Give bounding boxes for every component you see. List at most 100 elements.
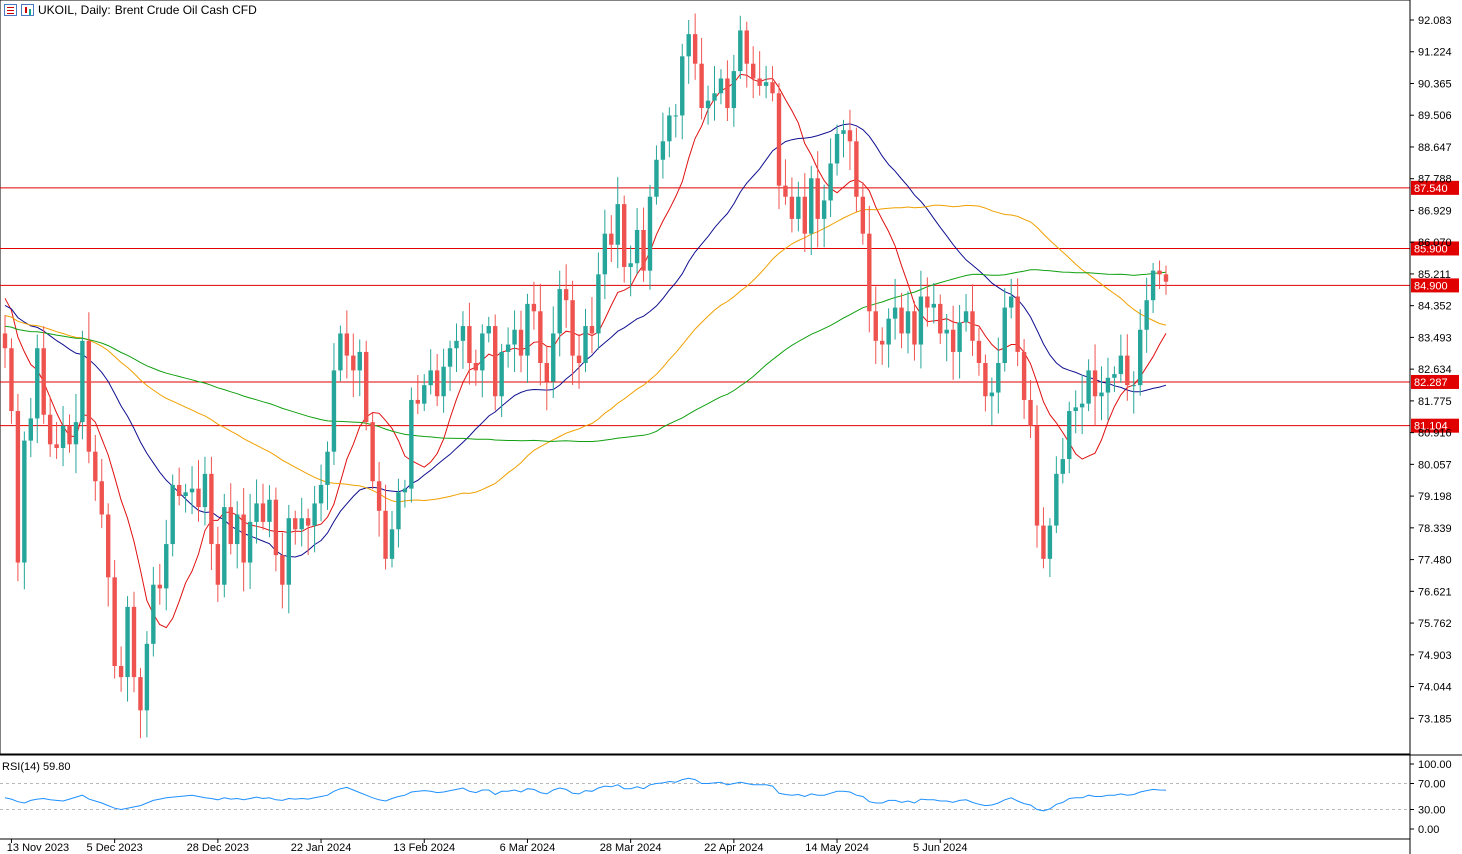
time-tick-label: 28 Mar 2024 xyxy=(600,842,662,854)
candle-body xyxy=(325,451,330,485)
candle-body xyxy=(963,311,969,323)
price-tick-label: 74.044 xyxy=(1418,682,1452,694)
rsi-tick-label: 100.00 xyxy=(1418,759,1452,771)
candle-body xyxy=(1131,385,1136,387)
candle-body xyxy=(892,307,898,319)
candle-body xyxy=(531,303,537,312)
candle-body xyxy=(751,63,756,79)
candle-body xyxy=(699,63,704,109)
symbol-description: Brent Crude Oil Cash CFD xyxy=(114,3,257,17)
rsi-tick-label: 0.00 xyxy=(1418,824,1439,836)
candle-body xyxy=(738,30,743,72)
candle-body xyxy=(254,503,259,522)
price-tick-label: 89.506 xyxy=(1418,110,1452,122)
candle-body xyxy=(583,326,588,364)
candle-body xyxy=(164,544,169,589)
price-tick-label: 81.775 xyxy=(1418,396,1452,408)
candle-body xyxy=(247,521,253,563)
price-tick-label: 91.224 xyxy=(1418,47,1452,59)
candle-body xyxy=(15,411,21,563)
candle-body xyxy=(196,488,201,508)
candle-body xyxy=(1099,392,1104,397)
price-tick-label: 78.339 xyxy=(1418,523,1452,535)
candle-body xyxy=(183,492,188,497)
candle-body xyxy=(686,34,691,57)
level-badge-label: 84.900 xyxy=(1414,280,1448,292)
candle-body xyxy=(86,340,92,452)
candle-body xyxy=(409,399,414,489)
candle-body xyxy=(763,82,769,86)
time-tick-label: 14 May 2024 xyxy=(805,842,869,854)
chart-list-icon[interactable] xyxy=(4,4,17,16)
candle-body xyxy=(925,296,930,308)
candle-body xyxy=(628,263,633,267)
candle-body xyxy=(157,584,162,589)
candle-body xyxy=(860,196,866,234)
candle-body xyxy=(209,473,214,545)
candle-body xyxy=(1002,307,1007,364)
price-tick-label: 80.057 xyxy=(1418,459,1452,471)
price-tick-label: 83.493 xyxy=(1418,332,1452,344)
candle-body xyxy=(647,196,653,271)
candle-body xyxy=(144,643,150,711)
candle-body xyxy=(493,326,498,397)
candle-body xyxy=(692,34,698,64)
candle-body xyxy=(989,392,995,397)
candle-body xyxy=(673,115,678,117)
candle-body xyxy=(344,333,350,356)
candle-body xyxy=(22,440,27,563)
candle-body xyxy=(1150,270,1156,301)
candle-body xyxy=(938,303,943,334)
time-tick-label: 5 Jun 2024 xyxy=(913,842,967,854)
level-badge xyxy=(1411,278,1459,293)
candle-body xyxy=(815,178,820,219)
level-badge xyxy=(1411,418,1459,433)
candle-body xyxy=(235,514,240,545)
candle-body xyxy=(99,481,104,515)
candle-body xyxy=(744,30,749,64)
candle-body xyxy=(551,333,556,382)
candle-body xyxy=(422,385,427,404)
candle-body xyxy=(667,115,672,142)
level-badge-label: 85.900 xyxy=(1414,243,1448,255)
level-badge-label: 81.104 xyxy=(1414,421,1448,433)
candle-body xyxy=(789,196,795,219)
candle-body xyxy=(118,665,124,678)
candle-body xyxy=(312,503,317,526)
candle-body xyxy=(996,363,1001,393)
candle-body xyxy=(1157,270,1162,275)
candle-body xyxy=(905,311,911,334)
candle-body xyxy=(615,204,620,245)
chart-type-icon[interactable] xyxy=(21,4,34,16)
grid-layer xyxy=(0,0,1411,755)
level-badge xyxy=(1411,241,1459,256)
price-tick-label: 87.788 xyxy=(1418,174,1452,186)
candle-body xyxy=(1144,300,1149,330)
candle-body xyxy=(480,333,485,371)
candle-body xyxy=(176,484,182,497)
time-tick-label: 13 Nov 2023 xyxy=(7,842,69,854)
candle-body xyxy=(867,233,872,312)
candle-body xyxy=(428,370,433,386)
candle-body xyxy=(47,414,53,445)
candles xyxy=(2,13,1169,739)
candle-body xyxy=(338,333,343,371)
time-tick-label: 22 Apr 2024 xyxy=(704,842,763,854)
candle-body xyxy=(331,370,337,452)
candle-body xyxy=(112,577,117,666)
moving-average-line xyxy=(4,204,1167,503)
chart-title-bar: UKOIL, Daily: Brent Crude Oil Cash CFD xyxy=(4,1,257,19)
price-tick-label: 86.929 xyxy=(1418,205,1452,217)
price-tick-label: 79.198 xyxy=(1418,491,1452,503)
candle-body xyxy=(563,289,569,301)
candle-body xyxy=(757,78,762,86)
candle-body xyxy=(1086,370,1091,404)
symbol-label: UKOIL, Daily: xyxy=(38,3,111,17)
candle-body xyxy=(557,289,562,334)
candle-body xyxy=(402,488,408,493)
candle-body xyxy=(222,507,227,585)
candle-body xyxy=(202,473,208,508)
candle-body xyxy=(1028,399,1033,426)
